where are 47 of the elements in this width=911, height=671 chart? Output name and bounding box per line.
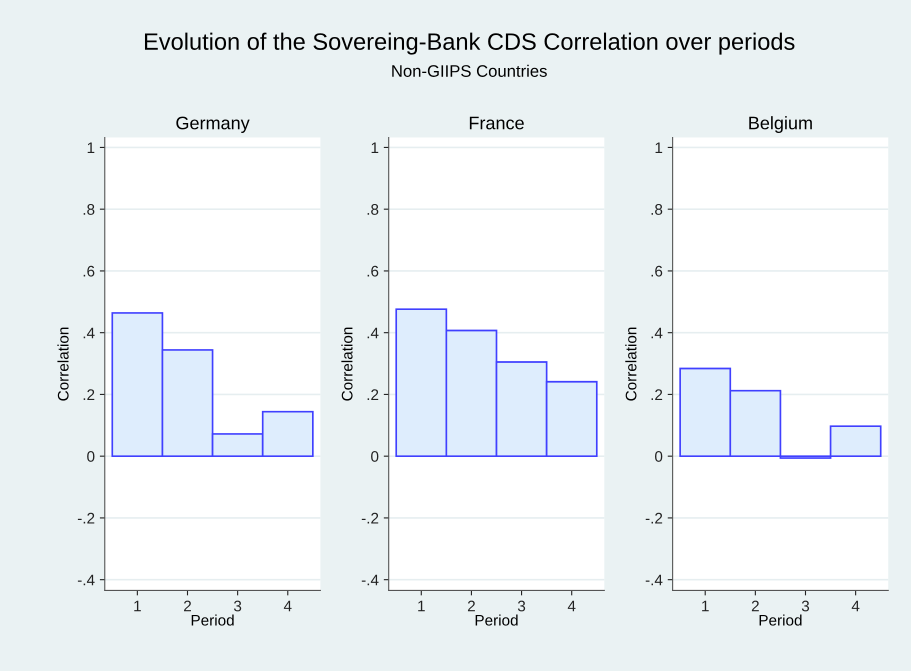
y-tick-label: .6: [652, 266, 662, 277]
x-tick-label: 3: [234, 600, 242, 612]
x-tick-label: 4: [284, 600, 292, 612]
y-axis-title: Correlation: [625, 328, 636, 401]
y-tick-label: .8: [652, 204, 662, 215]
x-tick-label: 2: [184, 600, 191, 612]
x-tick-label: 2: [752, 600, 759, 612]
x-tick-label: 1: [134, 600, 141, 612]
x-axis-title: Period: [476, 614, 518, 626]
x-tick-label: 1: [418, 600, 425, 612]
text: Evolution of the Sovereing-Bank CDS Correlation over periods: [144, 32, 794, 55]
text: Non-GIIPS Countries: [392, 64, 547, 77]
x-tick-label: 3: [802, 600, 810, 612]
x-tick-label: 4: [852, 600, 860, 612]
y-tick-label: 0: [371, 451, 378, 462]
y-tick-label: -.2: [362, 512, 378, 524]
y-tick-label: .4: [84, 328, 95, 338]
y-tick-label: .8: [84, 204, 94, 215]
chart-title: Germany: [176, 116, 250, 133]
y-tick-label: .8: [368, 204, 378, 215]
y-tick-label: 0: [655, 451, 662, 462]
y-tick-label: .2: [368, 389, 378, 400]
y-tick-label: -.4: [78, 574, 95, 586]
x-tick-label: 3: [518, 600, 526, 612]
chart-title: France: [470, 116, 524, 130]
x-axis-title: Period: [192, 614, 234, 626]
y-tick-label: .2: [84, 389, 94, 400]
y-axis-title: Correlation: [341, 328, 353, 401]
x-tick-label: 1: [702, 600, 709, 612]
x-axis-title: Period: [760, 614, 802, 626]
y-tick-label: .6: [368, 266, 378, 277]
y-tick-label: -.4: [362, 574, 379, 586]
y-tick-label: .6: [84, 266, 94, 277]
chart-title: Belgium: [749, 116, 812, 133]
y-tick-label: -.2: [78, 512, 94, 524]
y-axis-title: Correlation: [57, 328, 69, 401]
y-tick-label: 1: [656, 142, 662, 153]
y-tick-label: -.4: [646, 574, 662, 586]
y-tick-label: .2: [652, 389, 662, 400]
y-tick-label: 1: [88, 142, 94, 153]
y-tick-label: 1: [372, 142, 378, 153]
y-tick-label: .4: [368, 328, 379, 338]
y-tick-label: 0: [87, 451, 94, 462]
y-tick-label: -.2: [646, 512, 662, 524]
y-tick-label: .4: [652, 328, 662, 338]
x-tick-label: 4: [568, 600, 576, 612]
x-tick-label: 2: [468, 600, 475, 612]
